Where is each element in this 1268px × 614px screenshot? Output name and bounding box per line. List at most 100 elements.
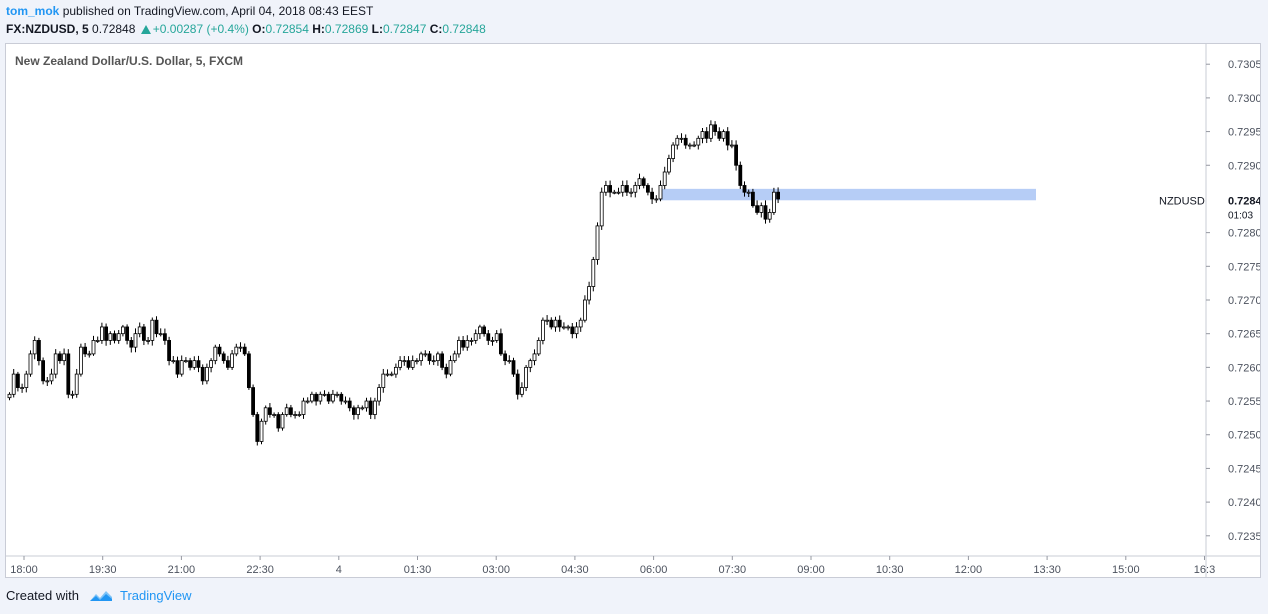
candle-body: [171, 360, 176, 363]
time-tick-label: 10:30: [876, 564, 904, 576]
last-price: 0.72848: [92, 22, 136, 36]
support-zone[interactable]: [659, 188, 1036, 201]
candle-body: [112, 333, 117, 341]
candle-body: [477, 326, 482, 335]
candle-body: [700, 131, 705, 139]
candle-body: [511, 360, 516, 375]
candle-body: [15, 373, 20, 388]
candle-body: [347, 400, 352, 409]
candle-body: [696, 137, 701, 146]
price-chart[interactable]: New Zealand Dollar/U.S. Dollar, 5, FXCM …: [6, 44, 1260, 577]
tradingview-link[interactable]: TradingView: [120, 588, 192, 603]
candle-body: [461, 340, 466, 348]
candle-body: [213, 346, 218, 362]
candle-body: [116, 333, 121, 341]
candle-body: [532, 353, 537, 362]
candle-body: [158, 333, 163, 336]
time-tick-label: 04:30: [561, 564, 589, 576]
candle-body: [297, 414, 302, 416]
candle-body: [204, 366, 209, 382]
created-with-text: Created with: [6, 588, 79, 603]
candle-body: [251, 387, 256, 415]
candle-body: [524, 366, 528, 388]
symbol-price-label: NZDUSD: [1159, 195, 1205, 207]
price-tick-label: 0.72350: [1228, 531, 1260, 543]
candle-body: [654, 198, 659, 201]
candle-body: [36, 340, 41, 362]
candle-body: [440, 353, 445, 368]
time-tick-label: 15:00: [1112, 564, 1140, 576]
candle-body: [734, 144, 738, 166]
time-tick-label: 06:00: [640, 564, 668, 576]
candle-body: [742, 185, 747, 193]
candle-body: [410, 360, 415, 368]
candle-body: [671, 144, 675, 159]
candle-body: [393, 366, 398, 375]
candle-body: [360, 407, 365, 410]
candle-body: [562, 326, 566, 329]
candle-body: [683, 137, 688, 146]
time-tick-label: 16:3: [1194, 564, 1215, 576]
candle-body: [772, 191, 776, 213]
candle-body: [507, 360, 512, 363]
up-triangle-icon: [140, 25, 151, 34]
candle-body: [167, 340, 172, 362]
candle-body: [398, 360, 403, 368]
candle-body: [62, 353, 66, 362]
time-tick-label: 07:30: [719, 564, 747, 576]
candle-body: [692, 144, 696, 147]
candle-body: [284, 407, 289, 415]
candle-body: [599, 191, 604, 227]
candle-body: [452, 353, 457, 362]
publish-line: tom_mok published on TradingView.com, Ap…: [6, 4, 373, 18]
candle-body: [141, 326, 146, 341]
candle-body: [11, 373, 16, 395]
time-tick-label: 13:30: [1033, 564, 1061, 576]
candle-body: [301, 400, 306, 415]
time-tick-label: 01:30: [404, 564, 432, 576]
candle-body: [528, 360, 533, 368]
candle-body: [625, 185, 629, 193]
candle-body: [108, 333, 113, 341]
tradingview-logo-icon[interactable]: [89, 589, 113, 606]
candle-body: [389, 373, 394, 376]
candle-body: [20, 387, 25, 389]
candle-body: [314, 393, 319, 402]
open-label: O:: [252, 22, 266, 36]
candle-body: [759, 205, 764, 213]
candle-body: [24, 373, 29, 388]
candle-body: [431, 360, 436, 363]
candle-body: [137, 326, 142, 335]
candle-body: [259, 420, 264, 442]
candle-body: [402, 360, 407, 363]
footer: Created with TradingView: [6, 588, 192, 606]
open-value: 0.72854: [265, 22, 309, 36]
candle-body: [326, 393, 331, 402]
candle-body: [318, 393, 323, 402]
candle-body: [209, 360, 214, 368]
candle-body: [746, 191, 751, 194]
candle-body: [473, 333, 478, 341]
candle-body: [650, 191, 654, 200]
candle-body: [709, 124, 713, 139]
candle-body: [238, 346, 243, 349]
candle-body: [620, 185, 625, 193]
candle-body: [414, 360, 419, 363]
candle-body: [225, 360, 230, 368]
candle-body: [633, 185, 638, 193]
chart-frame[interactable]: New Zealand Dollar/U.S. Dollar, 5, FXCM …: [5, 43, 1261, 578]
candle-body: [469, 340, 474, 342]
candle-body: [494, 333, 499, 341]
candle-body: [536, 340, 541, 355]
candle-body: [183, 360, 188, 363]
candle-body: [293, 414, 298, 416]
author-name[interactable]: tom_mok: [6, 4, 60, 18]
candle-body: [192, 360, 197, 368]
